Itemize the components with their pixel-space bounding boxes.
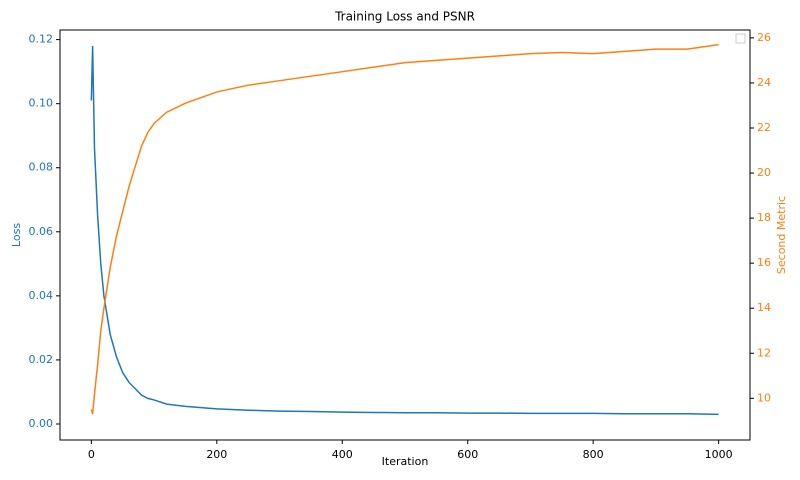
y2-tick-label: 12 bbox=[757, 346, 771, 359]
legend-box bbox=[735, 33, 746, 44]
y2-tick-label: 18 bbox=[757, 211, 771, 224]
y-axis-label: Loss bbox=[10, 223, 23, 247]
y2-tick-label: 14 bbox=[757, 301, 771, 314]
y-tick-label: 0.10 bbox=[29, 97, 54, 110]
x-axis-label: Iteration bbox=[382, 455, 429, 468]
x-tick-label: 600 bbox=[457, 448, 478, 461]
x-tick-label: 0 bbox=[88, 448, 95, 461]
y2-axis-label: Second Metric bbox=[775, 196, 788, 274]
y-tick-label: 0.00 bbox=[29, 417, 54, 430]
y2-tick-label: 16 bbox=[757, 256, 771, 269]
y-tick-label: 0.04 bbox=[29, 289, 54, 302]
x-tick-label: 1000 bbox=[705, 448, 733, 461]
y-tick-label: 0.02 bbox=[29, 353, 54, 366]
series-line bbox=[90, 46, 719, 416]
y2-tick-label: 24 bbox=[757, 76, 771, 89]
y2-tick-label: 10 bbox=[757, 391, 771, 404]
y-tick-label: 0.06 bbox=[29, 225, 54, 238]
y2-tick-label: 22 bbox=[757, 121, 771, 134]
chart-title: Training Loss and PSNR bbox=[334, 10, 475, 24]
x-tick-label: 800 bbox=[583, 448, 604, 461]
plot-frame bbox=[59, 29, 751, 441]
x-tick-label: 200 bbox=[206, 448, 227, 461]
series-line bbox=[90, 43, 719, 415]
x-tick-label: 400 bbox=[332, 448, 353, 461]
y2-tick-label: 26 bbox=[757, 31, 771, 44]
y-tick-label: 0.12 bbox=[29, 33, 54, 46]
y2-tick-label: 20 bbox=[757, 166, 771, 179]
y-tick-label: 0.08 bbox=[29, 161, 54, 174]
